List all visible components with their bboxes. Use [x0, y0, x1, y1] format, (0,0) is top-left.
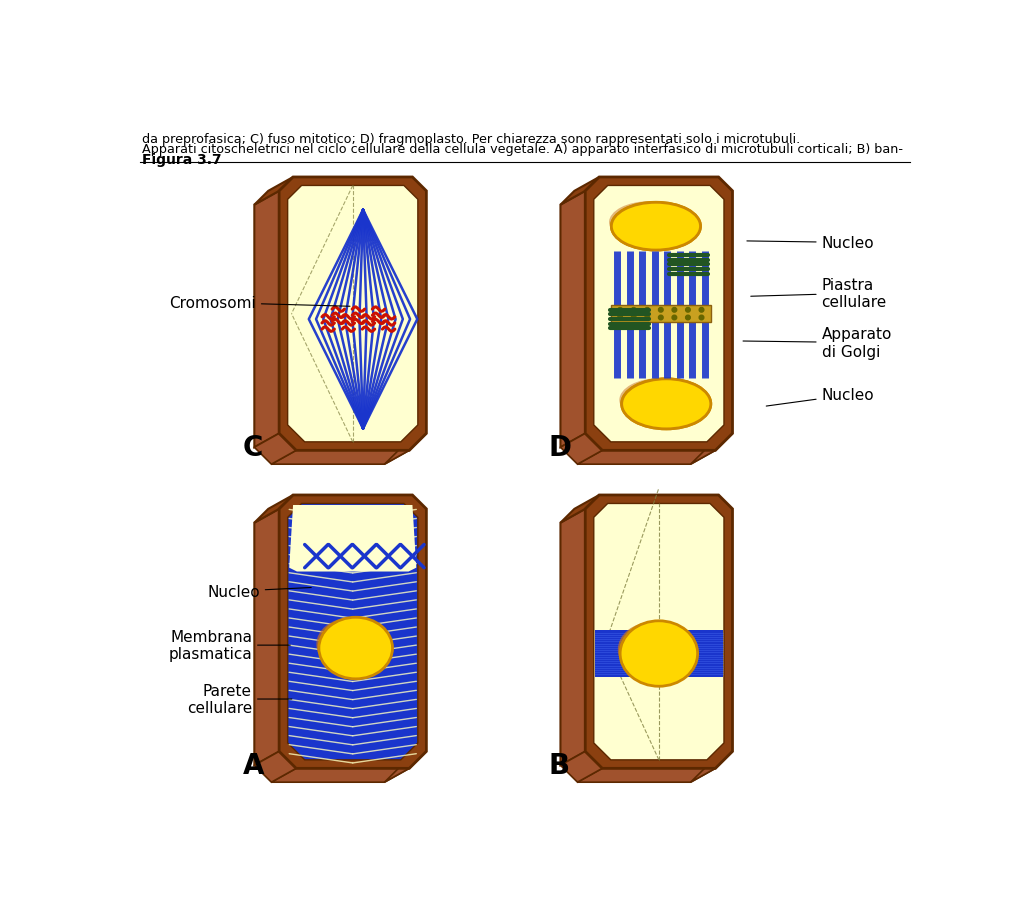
- Ellipse shape: [620, 379, 700, 423]
- Polygon shape: [254, 509, 280, 765]
- Polygon shape: [271, 451, 410, 465]
- Polygon shape: [280, 178, 426, 451]
- Text: Nucleo: Nucleo: [766, 388, 874, 406]
- Text: C: C: [243, 434, 263, 462]
- Polygon shape: [289, 506, 417, 572]
- Ellipse shape: [611, 203, 700, 251]
- Ellipse shape: [609, 202, 690, 244]
- Polygon shape: [586, 496, 732, 769]
- Circle shape: [699, 308, 703, 312]
- Polygon shape: [254, 752, 296, 783]
- Text: D: D: [549, 434, 571, 462]
- Circle shape: [632, 316, 636, 321]
- Text: A: A: [243, 751, 264, 779]
- Ellipse shape: [611, 203, 700, 251]
- Polygon shape: [385, 434, 426, 465]
- Circle shape: [645, 316, 649, 321]
- Polygon shape: [280, 496, 426, 769]
- Ellipse shape: [318, 618, 392, 679]
- Text: B: B: [549, 751, 570, 779]
- Circle shape: [658, 308, 664, 312]
- Text: Membrana
plasmatica: Membrana plasmatica: [168, 630, 290, 661]
- Circle shape: [617, 308, 623, 312]
- Circle shape: [617, 316, 623, 321]
- Polygon shape: [560, 191, 586, 447]
- Polygon shape: [690, 434, 732, 465]
- Text: Cromosomi: Cromosomi: [169, 296, 350, 311]
- Polygon shape: [611, 306, 711, 322]
- Ellipse shape: [621, 621, 697, 687]
- Polygon shape: [288, 504, 418, 760]
- Text: Parete
cellulare: Parete cellulare: [186, 683, 292, 715]
- Polygon shape: [578, 769, 716, 783]
- Circle shape: [632, 308, 636, 312]
- Polygon shape: [560, 509, 586, 765]
- Polygon shape: [271, 769, 410, 783]
- Polygon shape: [560, 752, 602, 783]
- Polygon shape: [586, 178, 732, 451]
- Polygon shape: [560, 178, 599, 206]
- Polygon shape: [595, 630, 723, 677]
- Circle shape: [686, 308, 690, 312]
- Polygon shape: [254, 178, 293, 206]
- Circle shape: [672, 308, 677, 312]
- Polygon shape: [385, 752, 426, 783]
- Polygon shape: [560, 496, 599, 523]
- Text: Figura 3.7: Figura 3.7: [142, 152, 221, 167]
- Polygon shape: [594, 186, 724, 443]
- Polygon shape: [560, 434, 602, 465]
- Ellipse shape: [622, 379, 711, 429]
- Polygon shape: [594, 504, 724, 760]
- Polygon shape: [288, 186, 418, 443]
- Circle shape: [672, 316, 677, 321]
- Polygon shape: [254, 434, 296, 465]
- Circle shape: [686, 316, 690, 321]
- Polygon shape: [254, 191, 280, 447]
- Circle shape: [658, 316, 664, 321]
- Text: da preprofasica; C) fuso mitotico; D) fragmoplasto. Per chiarezza sono rappresen: da preprofasica; C) fuso mitotico; D) fr…: [142, 132, 800, 146]
- Polygon shape: [578, 451, 716, 465]
- Ellipse shape: [617, 622, 687, 678]
- Text: Nucleo: Nucleo: [207, 584, 311, 599]
- Text: Apparato
di Golgi: Apparato di Golgi: [743, 327, 892, 359]
- Ellipse shape: [316, 619, 383, 670]
- Polygon shape: [254, 496, 293, 523]
- Text: Piastra
cellulare: Piastra cellulare: [751, 278, 887, 310]
- Text: Apparati citoscheletrici nel ciclo cellulare della cellula vegetale. A) apparato: Apparati citoscheletrici nel ciclo cellu…: [142, 142, 903, 156]
- Text: Nucleo: Nucleo: [746, 236, 874, 251]
- Circle shape: [645, 308, 649, 312]
- Circle shape: [699, 316, 703, 321]
- Ellipse shape: [622, 379, 711, 429]
- Polygon shape: [690, 752, 732, 783]
